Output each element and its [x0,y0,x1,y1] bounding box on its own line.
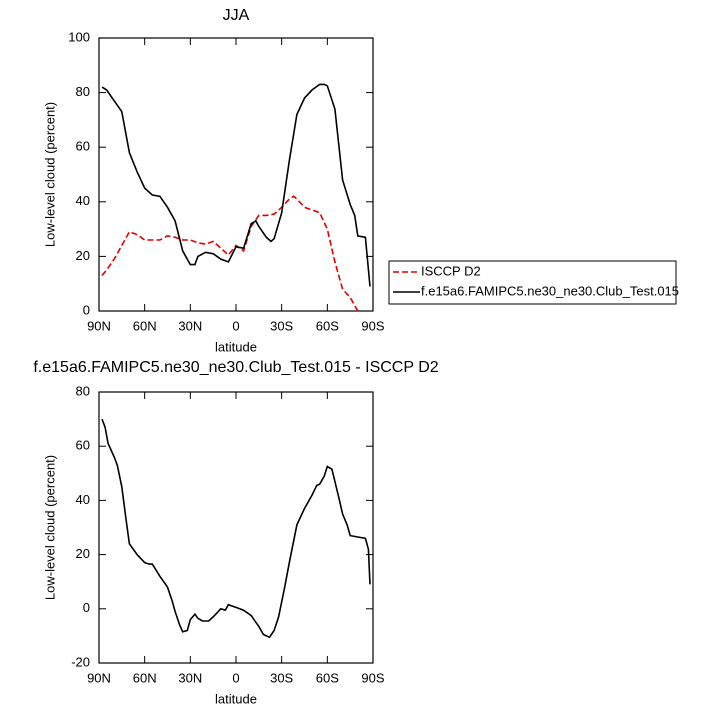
plot-frame [98,37,374,312]
series-line [101,418,371,639]
y-tick-label: 80 [76,84,90,99]
y-tick-label: 20 [76,546,90,561]
x-tick-label: 60N [133,318,157,333]
x-axis-label: latitude [215,691,257,706]
x-tick-label: 60S [316,670,339,685]
y-tick-label: 0 [83,600,90,615]
legend-label: ISCCP D2 [421,263,481,278]
y-tick-label: 60 [76,438,90,453]
x-tick-label: 90N [87,318,111,333]
legend-box [388,260,677,305]
y-axis-label: Low-level cloud (percent) [42,455,57,600]
x-tick-label: 30S [270,670,293,685]
y-tick-label: -20 [71,654,90,669]
plot-frame [98,391,374,664]
x-tick-label: 0 [232,670,239,685]
x-tick-label: 90S [361,318,384,333]
x-tick-label: 30N [178,670,202,685]
chart-title: f.e15a6.FAMIPC5.ne30_ne30.Club_Test.015 … [33,359,438,376]
x-tick-label: 90N [87,670,111,685]
x-tick-label: 30N [178,318,202,333]
legend-label: f.e15a6.FAMIPC5.ne30_ne30.Club_Test.015 [421,283,679,298]
x-tick-label: 90S [361,670,384,685]
x-tick-label: 30S [270,318,293,333]
chart-title: JJA [223,7,250,24]
x-axis-label: latitude [215,339,257,354]
series-line [101,83,371,287]
y-tick-label: 20 [76,248,90,263]
y-tick-label: 40 [76,193,90,208]
x-tick-label: 0 [232,318,239,333]
y-tick-label: 0 [83,302,90,317]
series-line [101,195,359,312]
y-tick-label: 40 [76,492,90,507]
y-axis-label: Low-level cloud (percent) [42,102,57,247]
x-tick-label: 60S [316,318,339,333]
y-tick-label: 80 [76,383,90,398]
x-tick-label: 60N [133,670,157,685]
y-tick-label: 100 [68,29,90,44]
y-tick-label: 60 [76,139,90,154]
